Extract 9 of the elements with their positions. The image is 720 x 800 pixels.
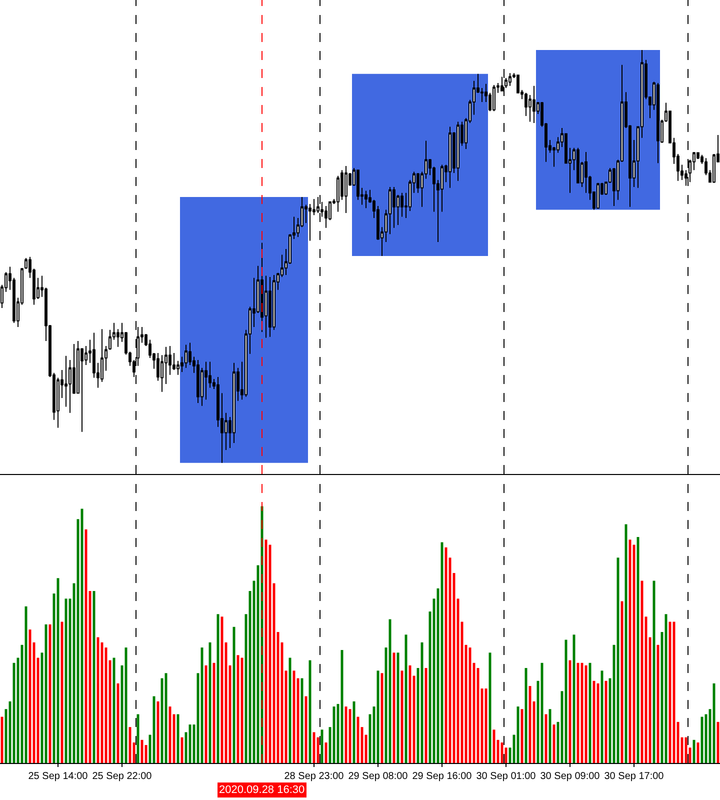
x-tick-label: 25 Sep 14:00 xyxy=(28,771,88,782)
x-tick-label: 29 Sep 16:00 xyxy=(412,771,472,782)
x-tick-label: 25 Sep 22:00 xyxy=(92,771,152,782)
x-tick-label: 30 Sep 01:00 xyxy=(476,771,536,782)
x-tick-label: 30 Sep 09:00 xyxy=(540,771,600,782)
x-tick-label: 28 Sep 23:00 xyxy=(284,771,344,782)
x-tick-label: 29 Sep 08:00 xyxy=(348,771,408,782)
x-tick-label: 2020.09.28 16:30 xyxy=(219,784,305,796)
x-tick-label: 30 Sep 17:00 xyxy=(604,771,664,782)
